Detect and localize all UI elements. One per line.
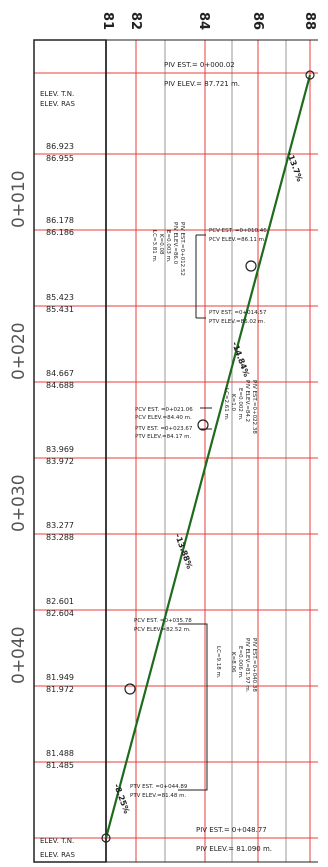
ptv-elev: PTV ELEV.=86.02 m.	[209, 319, 265, 325]
piv-info: K=8.06	[230, 652, 236, 673]
elev-ras: 86.186	[46, 228, 74, 237]
elev-ras: 86.955	[46, 154, 74, 163]
elev-ras: 81.485	[46, 761, 74, 770]
piv-top-elev: PIV ELEV.= 87.721 m.	[164, 80, 240, 88]
elev-tn: 86.923	[46, 142, 74, 151]
slope-label: -8.25%	[112, 783, 131, 815]
slope-labels: -13.7% -14.84% -13.88% -8.25%	[112, 151, 304, 815]
left-labels: ELEV. T.N. ELEV. RAS ELEV. T.N. ELEV. RA…	[40, 90, 75, 859]
ptv-est: PTV EST. =0+044.89	[130, 784, 188, 790]
grade-markers	[101, 70, 315, 843]
grade-line	[104, 74, 312, 839]
curve-1: PCV EST. =0+010.46 PCV ELEV.=86.11 m. PT…	[151, 222, 267, 325]
elev-tn: 84.667	[46, 369, 74, 378]
elev-ras: 85.431	[46, 305, 74, 314]
piv-marker	[245, 260, 257, 272]
piv-info: PIV ELEV.=81.97 m.	[244, 638, 250, 693]
slope-label: -13.7%	[285, 151, 304, 183]
piv-marker	[197, 419, 209, 431]
elev-tn: 82.601	[46, 597, 74, 606]
elev-ras: 83.288	[46, 533, 74, 542]
station-label: 0+010	[9, 170, 29, 228]
axis-tick: 88	[302, 12, 317, 30]
elev-ras: 82.604	[46, 609, 74, 618]
elev-tn: 81.488	[46, 749, 74, 758]
station-label: 0+020	[9, 322, 29, 380]
piv-marker	[305, 70, 315, 80]
header-label: ELEV. RAS	[40, 100, 75, 108]
header-label: ELEV. T.N.	[40, 90, 74, 98]
footer-label: ELEV. RAS	[40, 851, 75, 859]
elev-tn: 83.277	[46, 521, 74, 530]
elev-tn: 85.423	[46, 293, 74, 302]
elevation-values: 86.923 86.955 86.178 86.186 85.423 85.43…	[46, 142, 74, 770]
piv-info: E=0.002 m.	[237, 388, 243, 421]
elev-ras: 83.972	[46, 457, 74, 466]
piv-bottom-elev: PIV ELEV.= 81.090 m.	[196, 845, 272, 853]
curve-brackets	[178, 234, 212, 791]
pcv-est: PCV EST. =0+010.46	[209, 228, 267, 234]
piv-marker	[101, 833, 111, 843]
pcv-elev: PCV ELEV.=82.52 m.	[134, 627, 191, 633]
ptv-est: PTV EST. =0+014.57	[209, 310, 267, 316]
piv-info: K=1.0	[230, 394, 236, 411]
curve-3: PCV EST. =0+035.78 PCV ELEV.=82.52 m. PT…	[130, 618, 257, 799]
piv-info: LC=2.61 m.	[223, 388, 229, 421]
pcv-est: PCV EST. =0+035.78	[134, 618, 192, 624]
piv-info: LC=9.18 m.	[215, 646, 221, 679]
axis-tick: 81	[100, 12, 115, 30]
piv-top-est: PIV EST.= 0+000.02	[164, 61, 235, 69]
curve-2: PCV EST. =0+021.06 PCV ELEV.=84.40 m. PT…	[135, 380, 257, 440]
piv-info: PIV EST.=0+012.52	[179, 222, 185, 276]
elev-tn: 81.949	[46, 673, 74, 682]
piv-info: E=0.003 m.	[165, 230, 171, 263]
bracket-1	[195, 234, 206, 319]
grid	[34, 40, 318, 862]
piv-info: PIV EST.=0+040.38	[251, 638, 257, 692]
axis-ticks: 81 82 84 86 88	[100, 12, 317, 30]
pcv-elev: PCV ELEV.=86.11 m.	[209, 237, 266, 243]
axis-tick: 84	[196, 12, 211, 30]
elev-ras: 84.688	[46, 381, 74, 390]
axis-tick: 86	[250, 12, 265, 30]
bracket-3	[178, 623, 208, 791]
piv-marker	[124, 683, 136, 695]
piv-info: LC=3.81 m.	[151, 230, 157, 263]
piv-info: PIV ELEV.=84.2	[244, 380, 250, 422]
elev-tn: 83.969	[46, 445, 74, 454]
ptv-est: PTV EST. =0+023.67	[135, 426, 193, 432]
axis-tick: 82	[128, 12, 143, 30]
station-labels: 0+010 0+020 0+030 0+040	[9, 170, 29, 684]
station-label: 0+040	[9, 626, 29, 684]
pcv-est: PCV EST. =0+021.06	[135, 407, 193, 413]
pcv-elev: PCV ELEV.=84.40 m.	[135, 415, 192, 421]
frame	[33, 39, 318, 863]
piv-info: E=0.006 m.	[237, 646, 243, 679]
slope-label: -13.88%	[173, 533, 194, 571]
piv-info: PIV EST.=0+022.38	[251, 380, 257, 434]
station-label: 0+030	[9, 474, 29, 532]
bracket-2	[200, 407, 212, 430]
elev-ras: 81.972	[46, 685, 74, 694]
footer-label: ELEV. T.N.	[40, 837, 74, 845]
ptv-elev: PTV ELEV.=81.48 m.	[130, 793, 186, 799]
piv-labels: PIV EST.= 0+000.02 PIV ELEV.= 87.721 m. …	[164, 61, 272, 853]
piv-info: K=0.08	[158, 234, 164, 255]
elev-tn: 86.178	[46, 216, 74, 225]
ptv-elev: PTV ELEV.=84.17 m.	[135, 434, 191, 440]
piv-info: PIV ELEV.=86.0	[172, 222, 178, 265]
piv-bottom-est: PIV EST.= 0+048.77	[196, 826, 267, 834]
